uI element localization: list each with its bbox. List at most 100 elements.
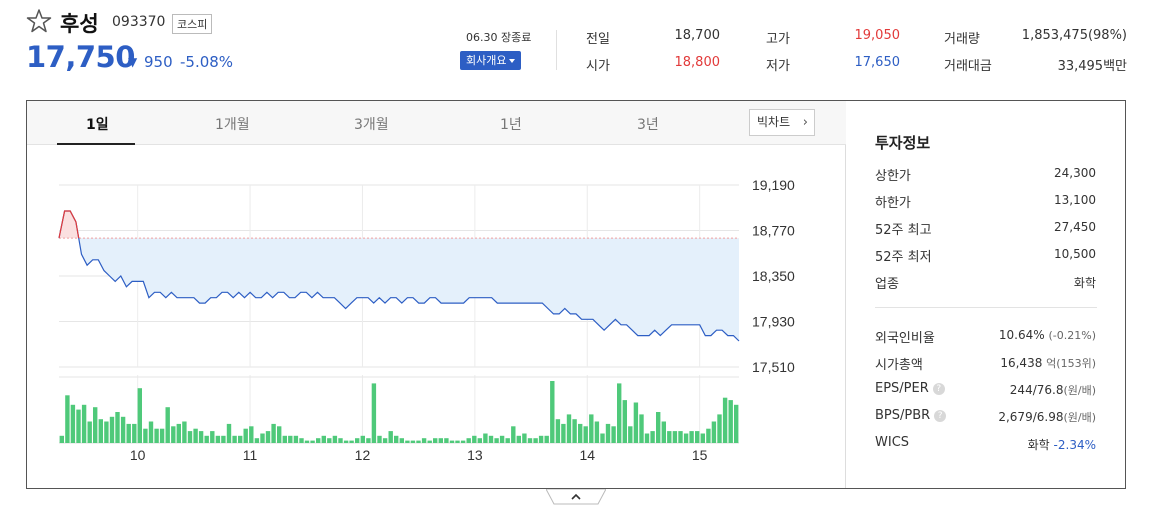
chevron-up-icon (571, 493, 581, 500)
price-chart[interactable]: 19,190 18,770 18,350 17,930 17,510 10 11 12 13 14… (27, 145, 845, 488)
tab-1m[interactable]: 1개월 (215, 117, 250, 133)
tab-3y[interactable]: 3년 (637, 117, 659, 133)
volume-bar (104, 421, 109, 443)
volume-bar (182, 421, 187, 443)
market-cap: 16,438 (1000, 356, 1043, 370)
bps-pbr-label-text: BPS/PBR (875, 408, 931, 423)
trade-value: 33,495백만 (1057, 59, 1127, 74)
volume-bar (371, 383, 377, 443)
volume-bar (316, 438, 321, 443)
volume-bar (600, 433, 605, 443)
lower-limit-label: 하한가 (875, 196, 911, 211)
volume-bar (282, 435, 287, 443)
volume-bar (505, 438, 510, 443)
volume-bar (522, 433, 527, 443)
divider (875, 307, 1097, 308)
caret-down-icon (509, 59, 516, 63)
price-area (59, 211, 739, 341)
volume-bar (187, 431, 193, 443)
trade-value-label: 거래대금 (944, 59, 992, 74)
market-cap-value: 16,438 억(153위) (1000, 355, 1096, 371)
volume-bar (421, 438, 427, 443)
company-overview-button[interactable]: 회사개요 (460, 51, 522, 70)
y-tick-label: 19,190 (752, 177, 795, 193)
x-tick-label: 11 (243, 447, 258, 463)
volume-bar (343, 440, 349, 443)
open-value: 18,800 (674, 55, 721, 70)
upper-limit-value: 24,300 (1054, 166, 1096, 180)
volume-bar (433, 438, 438, 443)
volume-bar (260, 433, 265, 443)
eps-per-label-text: EPS/PER (875, 381, 929, 396)
volume-label: 거래량 (944, 32, 980, 47)
volume-bar (706, 428, 711, 443)
volume-bar (377, 435, 382, 443)
x-tick-label: 10 (130, 447, 146, 463)
volume-bar (65, 395, 70, 443)
volume-bar (550, 381, 555, 443)
volume-bar (578, 423, 583, 443)
low52-value: 10,500 (1054, 247, 1096, 261)
volume-bar (711, 421, 717, 443)
volume-bar (70, 404, 76, 443)
volume-bar (349, 440, 354, 443)
bps-pbr-unit: (원/배) (1063, 411, 1096, 424)
volume-bar (511, 426, 516, 443)
volume-bar (87, 421, 92, 443)
volume-bar (460, 440, 466, 443)
lower-limit-value: 13,100 (1054, 193, 1096, 207)
volume-bar (327, 438, 332, 443)
volume-bar (477, 438, 482, 443)
volume-bar (243, 428, 248, 443)
volume-bar (81, 404, 87, 443)
market-cap-label: 시가총액 (875, 358, 923, 373)
volume-bar (416, 440, 421, 443)
chart-panel: 1일 1개월 3개월 1년 3년 빅차트 › 19,190 18,770 18,350… (26, 100, 1126, 489)
volume-bar (566, 414, 572, 443)
star-icon[interactable] (26, 8, 52, 34)
foreign-ratio: 10.64% (998, 328, 1045, 342)
volume-bar (438, 438, 443, 443)
tab-3m[interactable]: 3개월 (354, 117, 389, 133)
info-title: 투자정보 (875, 134, 931, 152)
volume-bar (238, 435, 243, 443)
tab-1y[interactable]: 1년 (500, 117, 522, 133)
volume-bar (332, 435, 338, 443)
volume-bar (455, 440, 460, 443)
sector-value: 화학 (1073, 276, 1096, 290)
volume-bar (215, 435, 221, 443)
volume-bar (221, 435, 226, 443)
y-tick-label: 18,350 (752, 268, 795, 284)
volume-bar (355, 438, 360, 443)
volume-bar (734, 404, 739, 443)
tab-1d[interactable]: 1일 (86, 117, 109, 133)
x-tick-label: 12 (355, 447, 371, 463)
volume-bar (277, 426, 282, 443)
collapse-button[interactable] (546, 489, 606, 505)
volume-bar (265, 431, 271, 443)
high52-value: 27,450 (1054, 220, 1096, 234)
high-value: 19,050 (854, 28, 901, 43)
volume-bar (583, 426, 588, 443)
x-tick-label: 13 (467, 447, 483, 463)
volume-bar (672, 431, 678, 443)
volume-bar (639, 414, 644, 443)
volume-bar (572, 419, 577, 443)
volume-bar (360, 435, 365, 443)
market-cap-rank: (153위) (1056, 357, 1096, 370)
volume-bar (299, 438, 304, 443)
volume-bar (198, 431, 204, 443)
help-icon[interactable]: ? (932, 382, 945, 395)
price-change: 950 (144, 53, 173, 71)
bigchart-button[interactable]: 빅차트 › (749, 109, 815, 136)
down-arrow-icon: ▼ (128, 55, 138, 69)
volume-bar (210, 431, 215, 443)
help-icon[interactable]: ? (934, 409, 947, 422)
volume-bar (394, 435, 399, 443)
y-tick-label: 17,930 (752, 314, 795, 330)
volume-bar (678, 431, 683, 443)
volume-bar (405, 440, 410, 443)
volume-bar (449, 440, 455, 443)
stock-code: 093370 (112, 14, 166, 30)
volume-bar (148, 421, 154, 443)
